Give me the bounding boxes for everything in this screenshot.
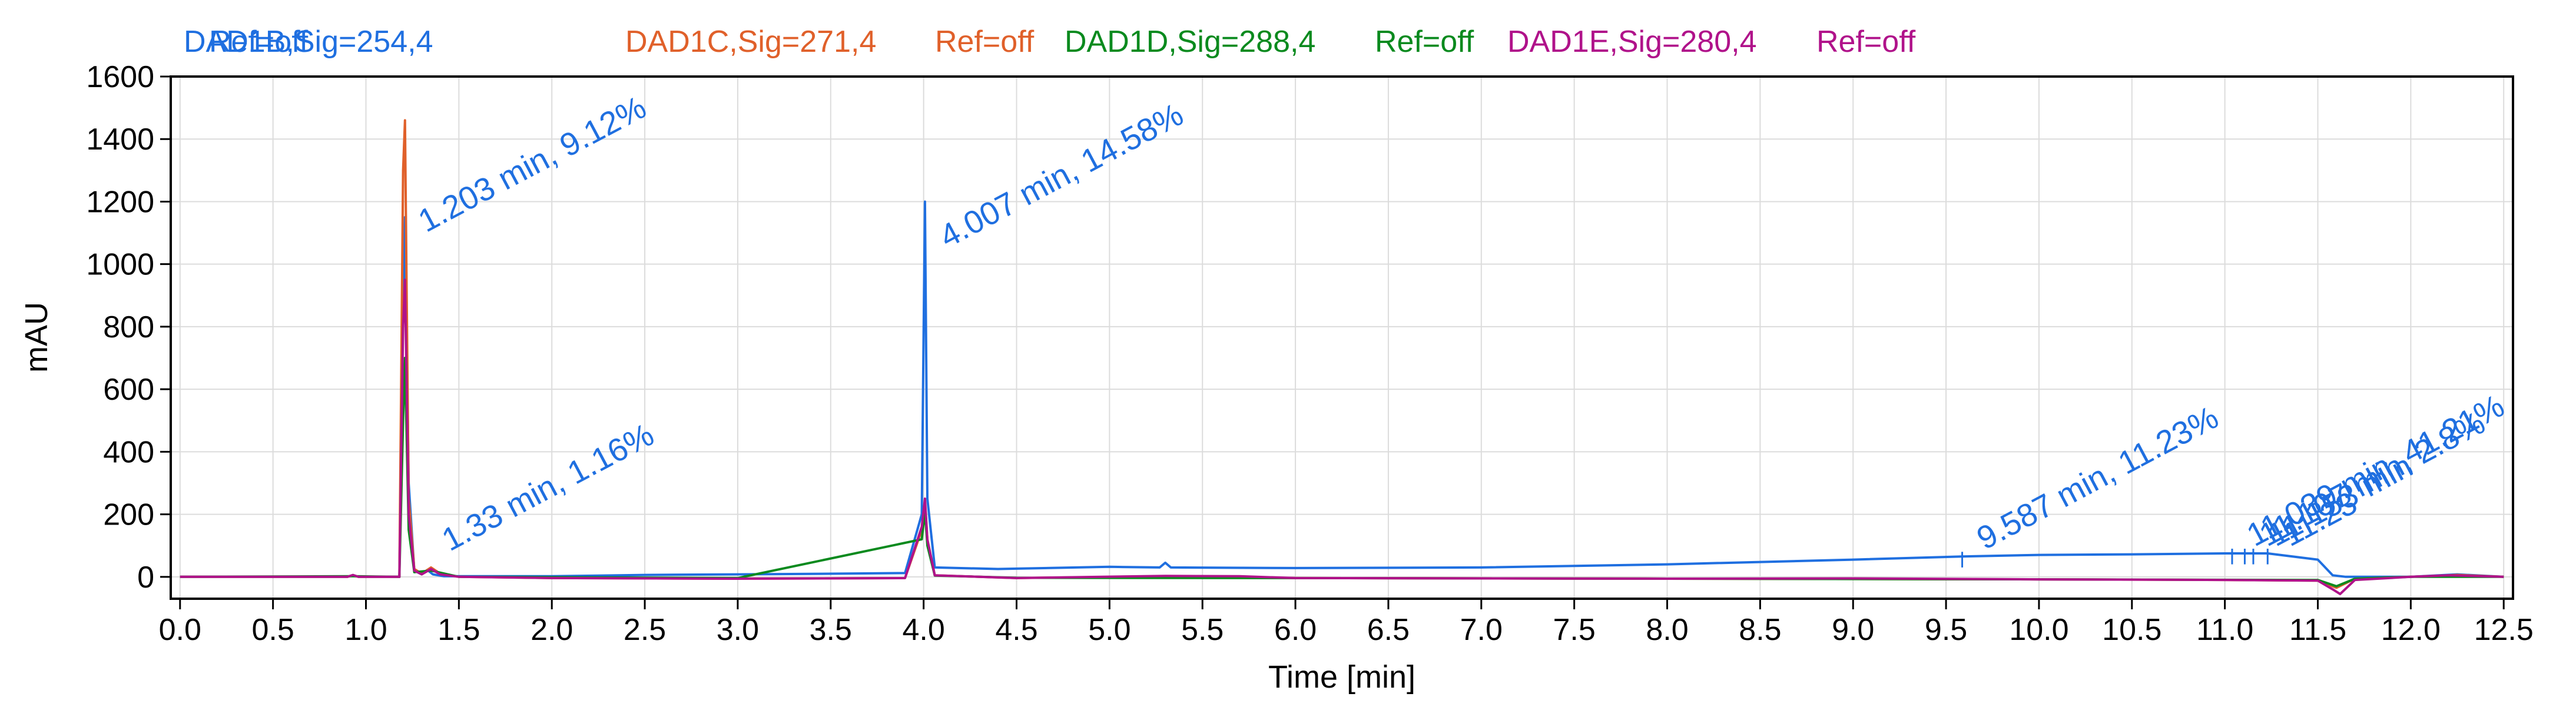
- series-line-3: [180, 278, 2504, 595]
- x-tick-label: 11.0: [2196, 613, 2253, 647]
- series-line-2: [180, 357, 2504, 588]
- x-tick-label: 0.5: [251, 613, 294, 647]
- legend-label-1: DAD1C,Sig=271,4: [625, 25, 876, 59]
- plot-area: [180, 119, 2504, 595]
- legend-ref-1: Ref=off: [935, 25, 1035, 59]
- x-tick-label: 11.5: [2289, 613, 2346, 647]
- y-tick-label: 800: [103, 310, 154, 344]
- x-axis-ticks: 0.0 0.5 1.0 1.5 2.0 2.5 3.0 3.5 4.0 4.5 5.0 5.5 6.0 6…: [159, 599, 2534, 647]
- x-tick-label: 7.0: [1460, 613, 1503, 647]
- x-tick-label: 0.0: [159, 613, 201, 647]
- x-tick-label: 9.0: [1832, 613, 1874, 647]
- y-tick-label: 400: [103, 435, 154, 469]
- y-axis-title: mAU: [19, 302, 54, 373]
- x-tick-label: 10.5: [2102, 613, 2161, 647]
- x-tick-label: 8.5: [1739, 613, 1781, 647]
- x-tick-label: 12.5: [2474, 613, 2534, 647]
- x-tick-label: 4.0: [902, 613, 944, 647]
- x-tick-label: 1.5: [437, 613, 480, 647]
- y-tick-label: 600: [103, 373, 154, 407]
- y-axis-ticks: 0 200 400 600 800 1000 1200 1400 1600: [86, 60, 171, 595]
- x-tick-label: 1.0: [344, 613, 387, 647]
- peak-annotation: 1.33 min, 1.16%: [436, 416, 659, 558]
- integration-baseline-markers: [1961, 549, 2269, 568]
- y-tick-label: 200: [103, 498, 154, 532]
- x-axis-title: Time [min]: [1268, 659, 1415, 695]
- y-tick-label: 1400: [86, 122, 154, 157]
- x-tick-label: 6.0: [1274, 613, 1317, 647]
- x-tick-label: 2.5: [624, 613, 666, 647]
- x-tick-label: 12.0: [2381, 613, 2441, 647]
- x-tick-label: 3.0: [717, 613, 759, 647]
- plot-frame: [170, 75, 2514, 600]
- x-tick-label: 4.5: [995, 613, 1037, 647]
- chart-axes: 0.0 0.5 1.0 1.5 2.0 2.5 3.0 3.5 4.0 4.5 5.0 5.5 6.0 6…: [19, 60, 2534, 695]
- y-tick-label: 0: [137, 560, 154, 595]
- legend-ref-3: Ref=off: [1816, 25, 1916, 59]
- x-tick-label: 2.0: [531, 613, 573, 647]
- legend-label-3: DAD1E,Sig=280,4: [1507, 25, 1757, 59]
- x-tick-label: 3.5: [810, 613, 852, 647]
- x-tick-label: 10.0: [2009, 613, 2068, 647]
- peak-annotation: 1.203 min, 9.12%: [412, 88, 652, 239]
- legend-ref-2: Ref=off: [1375, 25, 1474, 59]
- x-tick-label: 5.0: [1088, 613, 1130, 647]
- legend-ref-0: Ref=off: [209, 25, 309, 59]
- x-tick-label: 5.5: [1181, 613, 1224, 647]
- x-tick-label: 9.5: [1925, 613, 1967, 647]
- y-tick-label: 1600: [86, 60, 154, 94]
- peak-annotation: 4.007 min, 14.58%: [933, 96, 1189, 255]
- legend-label-0: DAD1B,Sig=254,4: [184, 25, 433, 59]
- x-tick-label: 7.5: [1553, 613, 1595, 647]
- legend-label-2: DAD1D,Sig=288,4: [1065, 25, 1315, 59]
- series-layer: [180, 119, 2504, 595]
- x-tick-label: 6.5: [1367, 613, 1410, 647]
- peak-annotations: 1.203 min, 9.12% 1.33 min, 1.16% 4.007 min…: [412, 88, 2510, 558]
- peak-annotation: 9.587 min, 11.23%: [1971, 399, 2224, 556]
- y-tick-label: 1000: [86, 248, 154, 282]
- x-tick-label: 8.0: [1646, 613, 1688, 647]
- y-tick-label: 1200: [86, 185, 154, 219]
